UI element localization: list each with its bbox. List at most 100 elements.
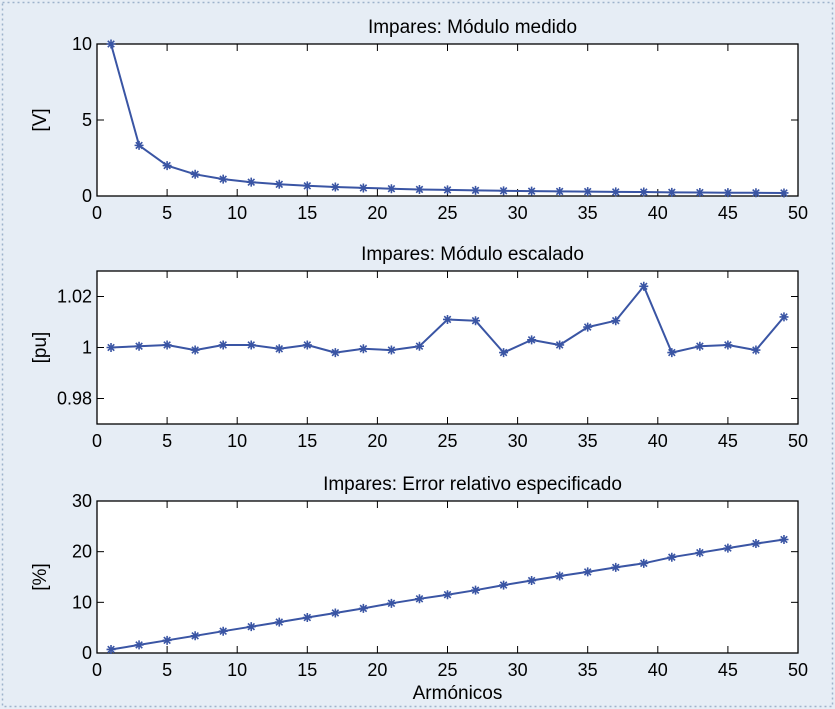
data-point-marker [555, 340, 565, 350]
data-point-marker [583, 567, 593, 577]
data-point-marker [106, 343, 116, 352]
x-tick-label: 35 [578, 431, 598, 451]
x-tick-label: 50 [788, 431, 808, 451]
subplot-title: Impares: Módulo escalado [361, 244, 584, 265]
data-point-marker [471, 585, 481, 595]
data-point-marker [330, 608, 340, 618]
data-point-marker [190, 631, 200, 641]
data-point-marker [527, 335, 537, 345]
x-tick-label: 25 [437, 431, 457, 451]
data-point-marker [106, 644, 116, 654]
y-tick-label: 10 [72, 34, 92, 54]
data-point-marker [414, 594, 424, 604]
x-tick-label: 30 [508, 203, 528, 223]
data-point-marker [583, 187, 593, 197]
data-point-marker [555, 571, 565, 581]
data-point-marker [134, 341, 144, 351]
x-tick-label: 25 [437, 660, 457, 680]
data-point-marker [134, 640, 144, 650]
data-point-marker [162, 161, 172, 171]
subplot-title: Impares: Error relativo especificado [323, 474, 622, 495]
x-tick-label: 45 [718, 431, 738, 451]
data-point-marker [302, 613, 312, 623]
data-point-marker [106, 39, 116, 49]
data-point-marker [302, 181, 312, 191]
data-point-marker [779, 312, 789, 322]
y-tick-label: 1 [82, 338, 92, 358]
data-point-marker [274, 179, 284, 189]
data-point-marker [443, 185, 452, 195]
y-tick-label: 0 [82, 186, 92, 206]
x-tick-label: 20 [367, 203, 387, 223]
data-point-marker [751, 345, 761, 355]
x-tick-label: 5 [162, 203, 172, 223]
data-point-marker [274, 617, 284, 627]
data-point-marker [723, 188, 733, 198]
x-tick-label: 45 [718, 203, 738, 223]
data-point-marker [386, 598, 396, 608]
data-point-marker [414, 184, 424, 194]
data-point-marker [443, 590, 452, 600]
data-point-marker [611, 187, 621, 197]
data-point-marker [499, 348, 509, 358]
data-point-marker [471, 316, 481, 326]
subplot-2: 0 5 10 15 20 25 30 35 40 45 50 0.98 1 1.02 Impares: Mó… [30, 244, 808, 451]
data-point-marker [358, 344, 368, 354]
data-point-marker [330, 182, 340, 192]
data-point-marker [779, 535, 789, 545]
x-tick-label: 15 [297, 203, 317, 223]
x-tick-label: 0 [92, 203, 102, 223]
plot-area [96, 43, 799, 197]
data-point-marker [218, 626, 228, 636]
y-axis-label: [%] [30, 563, 51, 590]
y-axis-label: [pu] [30, 332, 51, 364]
subplot-1: 0 5 10 15 20 25 30 35 40 45 50 0 5 10 Impares: Módulo … [30, 17, 808, 223]
data-point-marker [134, 140, 144, 150]
data-point-marker [358, 183, 368, 193]
x-tick-label: 20 [367, 431, 387, 451]
subplot-3: 0 5 10 15 20 25 30 35 40 45 50 0 10 20 30 Impares: Erro… [30, 474, 808, 704]
x-tick-label: 0 [92, 660, 102, 680]
data-point-marker [695, 548, 705, 558]
x-tick-label: 30 [508, 660, 528, 680]
y-tick-label: 30 [72, 491, 92, 511]
x-tick-label: 40 [648, 203, 668, 223]
x-tick-label: 50 [788, 203, 808, 223]
x-tick-label: 40 [648, 431, 668, 451]
x-tick-label: 35 [578, 660, 598, 680]
data-point-marker [414, 341, 424, 351]
x-tick-label: 5 [162, 431, 172, 451]
y-tick-label: 5 [82, 110, 92, 130]
data-point-marker [667, 348, 677, 358]
y-tick-label: 0.98 [57, 389, 92, 409]
data-point-marker [527, 576, 537, 586]
x-tick-label: 15 [297, 431, 317, 451]
x-tick-label: 50 [788, 660, 808, 680]
data-point-marker [639, 558, 649, 568]
data-point-marker [471, 185, 481, 195]
x-tick-label: 30 [508, 431, 528, 451]
x-tick-label: 25 [437, 203, 457, 223]
x-tick-label: 15 [297, 660, 317, 680]
x-tick-label: 10 [227, 203, 247, 223]
data-point-marker [667, 552, 677, 562]
x-tick-label: 45 [718, 660, 738, 680]
subplot-title: Impares: Módulo medido [368, 17, 577, 38]
data-point-marker [751, 188, 761, 198]
data-point-marker [555, 186, 565, 196]
data-point-marker [779, 188, 789, 198]
x-tick-label: 40 [648, 660, 668, 680]
data-point-marker [639, 187, 649, 197]
data-point-marker [246, 622, 256, 632]
data-point-marker [723, 340, 733, 350]
x-tick-label: 10 [227, 660, 247, 680]
data-point-marker [611, 316, 621, 326]
data-point-marker [302, 340, 312, 350]
data-point-marker [723, 543, 733, 553]
plot-area [96, 500, 799, 654]
data-point-marker [443, 314, 452, 324]
data-point-marker [190, 169, 200, 179]
data-point-marker [218, 174, 228, 184]
